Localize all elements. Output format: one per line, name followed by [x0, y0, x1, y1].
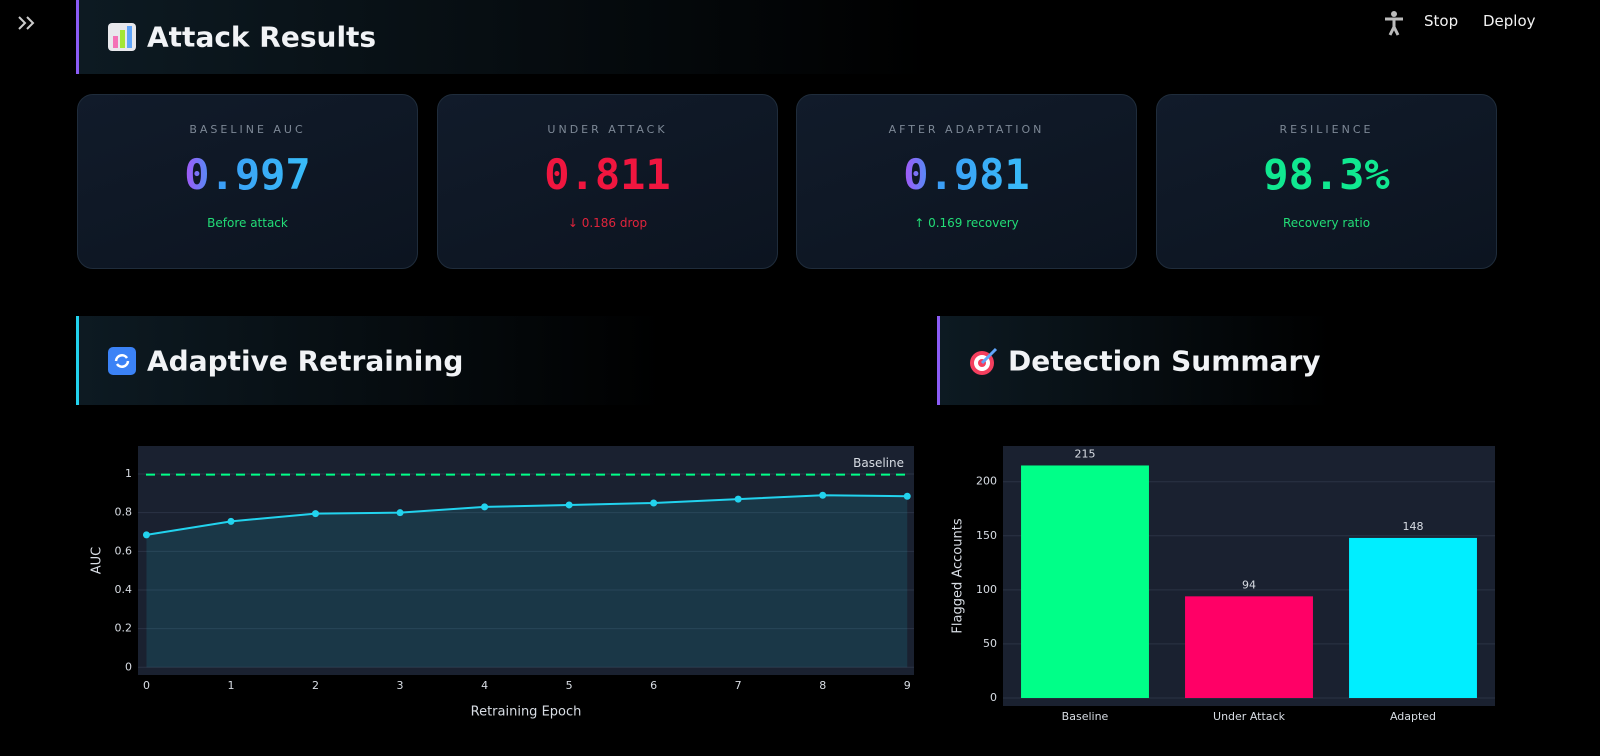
y-tick-label: 0 — [990, 691, 997, 704]
area — [146, 495, 908, 668]
section-header: Detection Summary — [937, 316, 1500, 405]
x-tick-label: 1 — [227, 679, 234, 692]
point — [903, 492, 911, 500]
x-tick-label: 9 — [904, 679, 911, 692]
y-tick-label: 200 — [976, 475, 997, 488]
x-axis-title: Retraining Epoch — [471, 705, 582, 720]
metric-note: Before attack — [207, 216, 288, 230]
x-tick-label: Baseline — [1062, 710, 1109, 723]
x-tick-label: 8 — [819, 679, 826, 692]
y-tick-label: 0 — [125, 660, 132, 673]
point — [734, 495, 742, 503]
bar — [1185, 596, 1313, 698]
x-tick-label: Under Attack — [1213, 710, 1286, 723]
y-tick-label: 0.2 — [115, 622, 133, 635]
y-tick-label: 1 — [125, 467, 132, 480]
data-label: 215 — [1075, 447, 1096, 460]
metric-note: ↓ 0.186 drop — [567, 216, 648, 230]
metric-value: 98.3% — [1263, 150, 1390, 199]
x-tick-label: 6 — [650, 679, 657, 692]
y-axis-title: AUC — [90, 547, 105, 575]
y-tick-label: 150 — [976, 529, 997, 542]
header: Attack Results — [76, 0, 936, 74]
chart-icon — [108, 23, 136, 51]
y-tick-label: 0.6 — [115, 544, 133, 557]
x-tick-label: 5 — [566, 679, 573, 692]
x-tick-label: Adapted — [1390, 710, 1436, 723]
section-title: Detection Summary — [1008, 344, 1321, 377]
data-label: 94 — [1242, 578, 1256, 591]
deploy-button[interactable]: Deploy — [1483, 12, 1536, 30]
target-icon — [970, 347, 998, 375]
metric-value: 0.997 — [184, 150, 311, 199]
refresh-icon — [108, 346, 136, 375]
metric-label: RESILIENCE — [1279, 123, 1374, 136]
metric-card: BASELINE AUC 0.997 Before attack — [77, 94, 418, 269]
metric-note: Recovery ratio — [1282, 216, 1371, 230]
point — [312, 510, 320, 518]
metric-label: AFTER ADAPTATION — [888, 123, 1045, 136]
y-axis-title: Flagged Accounts — [951, 518, 966, 633]
accessibility-icon[interactable] — [1382, 10, 1406, 36]
point — [650, 499, 658, 507]
point — [481, 503, 489, 511]
y-tick-label: 50 — [983, 637, 997, 650]
metric-value: 0.811 — [544, 150, 671, 199]
section-title: Adaptive Retraining — [147, 344, 464, 377]
metric-label: BASELINE AUC — [189, 123, 306, 136]
annotation: Baseline — [853, 456, 904, 470]
data-label: 148 — [1403, 520, 1424, 533]
metric-label: UNDER ATTACK — [547, 123, 668, 136]
x-tick-label: 7 — [735, 679, 742, 692]
section-header: Adaptive Retraining — [76, 316, 916, 405]
metric-card: RESILIENCE 98.3% Recovery ratio — [1156, 94, 1497, 269]
y-tick-label: 100 — [976, 583, 997, 596]
plot-area — [138, 446, 914, 675]
bar — [1021, 465, 1149, 698]
y-tick-label: 0.8 — [115, 506, 133, 519]
point — [819, 491, 827, 499]
metric-card: UNDER ATTACK 0.811 ↓ 0.186 drop — [437, 94, 778, 269]
point — [227, 517, 235, 525]
point — [142, 531, 150, 539]
x-tick-label: 4 — [481, 679, 488, 692]
y-tick-label: 0.4 — [115, 583, 133, 596]
metric-card: AFTER ADAPTATION 0.981 ↑ 0.169 recovery — [796, 94, 1137, 269]
page-title: Attack Results — [147, 20, 377, 54]
metric-note: ↑ 0.169 recovery — [914, 216, 1019, 230]
sidebar-toggle[interactable] — [16, 12, 38, 34]
point — [396, 509, 404, 517]
line — [146, 494, 908, 536]
x-tick-label: 3 — [397, 679, 404, 692]
metric-value: 0.981 — [903, 150, 1030, 199]
bar — [1349, 537, 1477, 698]
x-tick-label: 2 — [312, 679, 319, 692]
stop-button[interactable]: Stop — [1424, 12, 1459, 30]
point — [565, 501, 573, 509]
x-tick-label: 0 — [143, 679, 150, 692]
